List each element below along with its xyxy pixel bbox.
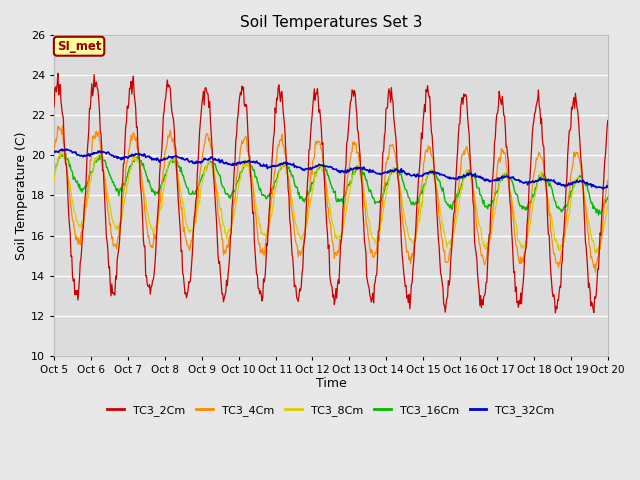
TC3_16Cm: [174, 163, 182, 169]
TC3_32Cm: [50, 148, 58, 154]
Y-axis label: Soil Temperature (C): Soil Temperature (C): [15, 131, 28, 260]
Line: TC3_32Cm: TC3_32Cm: [54, 149, 608, 189]
TC3_4Cm: [415, 202, 423, 207]
TC3_16Cm: [50, 171, 58, 177]
TC3_32Cm: [204, 157, 211, 163]
TC3_4Cm: [591, 269, 599, 275]
TC3_4Cm: [399, 220, 407, 226]
TC3_16Cm: [399, 179, 407, 184]
TC3_16Cm: [62, 151, 70, 156]
TC3_16Cm: [415, 193, 423, 199]
TC3_8Cm: [604, 200, 612, 206]
Text: SI_met: SI_met: [57, 40, 101, 53]
TC3_32Cm: [604, 184, 612, 190]
TC3_2Cm: [61, 148, 68, 154]
TC3_32Cm: [599, 186, 607, 192]
TC3_4Cm: [59, 123, 67, 129]
TC3_16Cm: [118, 189, 125, 194]
TC3_2Cm: [174, 194, 182, 200]
TC3_32Cm: [61, 146, 68, 152]
TC3_16Cm: [604, 194, 612, 200]
Legend: TC3_2Cm, TC3_4Cm, TC3_8Cm, TC3_16Cm, TC3_32Cm: TC3_2Cm, TC3_4Cm, TC3_8Cm, TC3_16Cm, TC3…: [103, 401, 559, 420]
TC3_2Cm: [118, 184, 125, 190]
TC3_4Cm: [50, 147, 58, 153]
TC3_16Cm: [204, 164, 211, 169]
TC3_32Cm: [118, 155, 125, 160]
TC3_32Cm: [399, 168, 407, 173]
X-axis label: Time: Time: [316, 377, 346, 390]
TC3_8Cm: [118, 217, 125, 223]
TC3_32Cm: [174, 155, 182, 160]
TC3_2Cm: [54, 71, 61, 76]
TC3_2Cm: [399, 260, 407, 266]
TC3_2Cm: [604, 118, 612, 123]
TC3_4Cm: [204, 131, 211, 137]
Line: TC3_2Cm: TC3_2Cm: [54, 73, 608, 313]
TC3_32Cm: [415, 173, 423, 179]
TC3_8Cm: [57, 149, 65, 155]
TC3_2Cm: [204, 91, 211, 96]
TC3_8Cm: [415, 216, 423, 221]
Line: TC3_8Cm: TC3_8Cm: [54, 152, 608, 253]
TC3_2Cm: [415, 170, 423, 176]
TC3_16Cm: [595, 212, 602, 218]
TC3_4Cm: [61, 155, 68, 161]
Title: Soil Temperatures Set 3: Soil Temperatures Set 3: [239, 15, 422, 30]
Line: TC3_4Cm: TC3_4Cm: [54, 126, 608, 272]
TC3_8Cm: [204, 162, 211, 168]
TC3_4Cm: [174, 177, 182, 183]
TC3_2Cm: [50, 104, 58, 109]
TC3_8Cm: [61, 152, 68, 158]
TC3_8Cm: [50, 179, 58, 184]
Line: TC3_16Cm: TC3_16Cm: [54, 154, 608, 215]
TC3_8Cm: [591, 250, 599, 256]
TC3_4Cm: [604, 178, 612, 183]
TC3_4Cm: [118, 208, 125, 214]
TC3_2Cm: [552, 310, 559, 316]
TC3_32Cm: [58, 146, 65, 152]
TC3_16Cm: [60, 153, 68, 159]
TC3_8Cm: [174, 171, 182, 177]
TC3_8Cm: [399, 204, 407, 210]
